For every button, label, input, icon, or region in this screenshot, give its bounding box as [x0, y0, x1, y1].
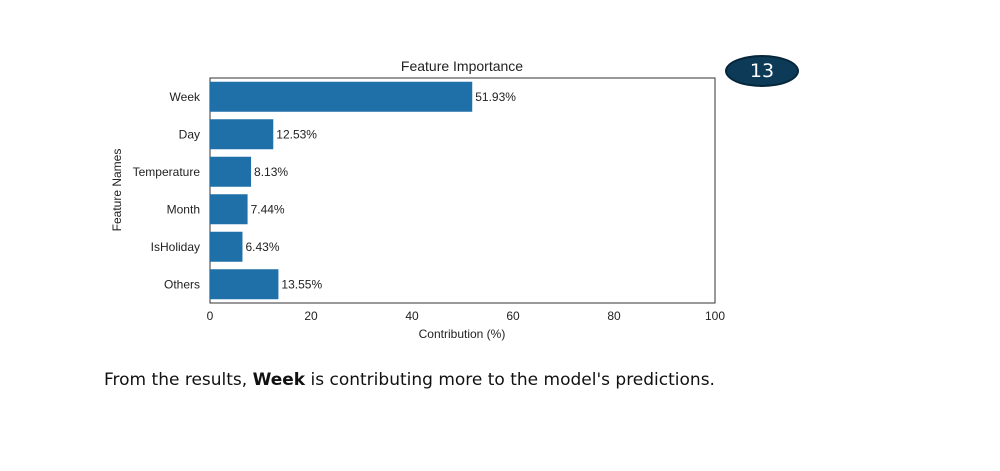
bar-week [210, 81, 473, 112]
x-tick-label-0: 0 [207, 309, 214, 323]
y-tick-label-temperature: Temperature [133, 165, 201, 179]
data-label-others: 13.55% [281, 277, 322, 291]
x-tick-label-20: 20 [304, 309, 318, 323]
x-tick-label-80: 80 [607, 309, 621, 323]
caption-suffix: is contributing more to the model's pred… [305, 370, 715, 390]
y-tick-label-day: Day [179, 127, 200, 141]
x-tick-label-40: 40 [405, 309, 419, 323]
data-label-week: 51.93% [475, 90, 516, 104]
y-tick-label-week: Week [170, 90, 201, 104]
caption-prefix: From the results, [104, 370, 253, 390]
data-label-day: 12.53% [276, 127, 317, 141]
y-axis-label: Feature Names [110, 149, 124, 232]
x-tick-label-100: 100 [705, 309, 725, 323]
data-label-month: 7.44% [251, 202, 285, 216]
y-tick-label-others: Others [164, 277, 200, 291]
data-label-temperature: 8.13% [254, 165, 288, 179]
bar-month [210, 194, 248, 225]
bar-isholiday [210, 231, 243, 262]
bar-day [210, 119, 274, 150]
x-tick-label-60: 60 [506, 309, 520, 323]
data-label-isholiday: 6.43% [245, 240, 279, 254]
results-caption: From the results, Week is contributing m… [104, 370, 715, 390]
bar-temperature [210, 156, 252, 187]
page-number-badge: 13 [725, 55, 799, 87]
x-axis-label: Contribution (%) [419, 327, 506, 341]
page-number-text: 13 [749, 60, 775, 82]
x-axis-ticks: 0 20 40 60 80 100 [207, 309, 726, 323]
plot-area [209, 77, 716, 304]
bars-layer: 51.93% Week 12.53% Day 8.13% Temperature 7.44%… [133, 81, 516, 300]
caption-emphasis: Week [252, 370, 306, 390]
y-tick-label-isholiday: IsHoliday [151, 240, 200, 254]
y-tick-label-month: Month [167, 202, 200, 216]
bar-others [210, 269, 279, 300]
chart-title: Feature Importance [401, 58, 523, 74]
